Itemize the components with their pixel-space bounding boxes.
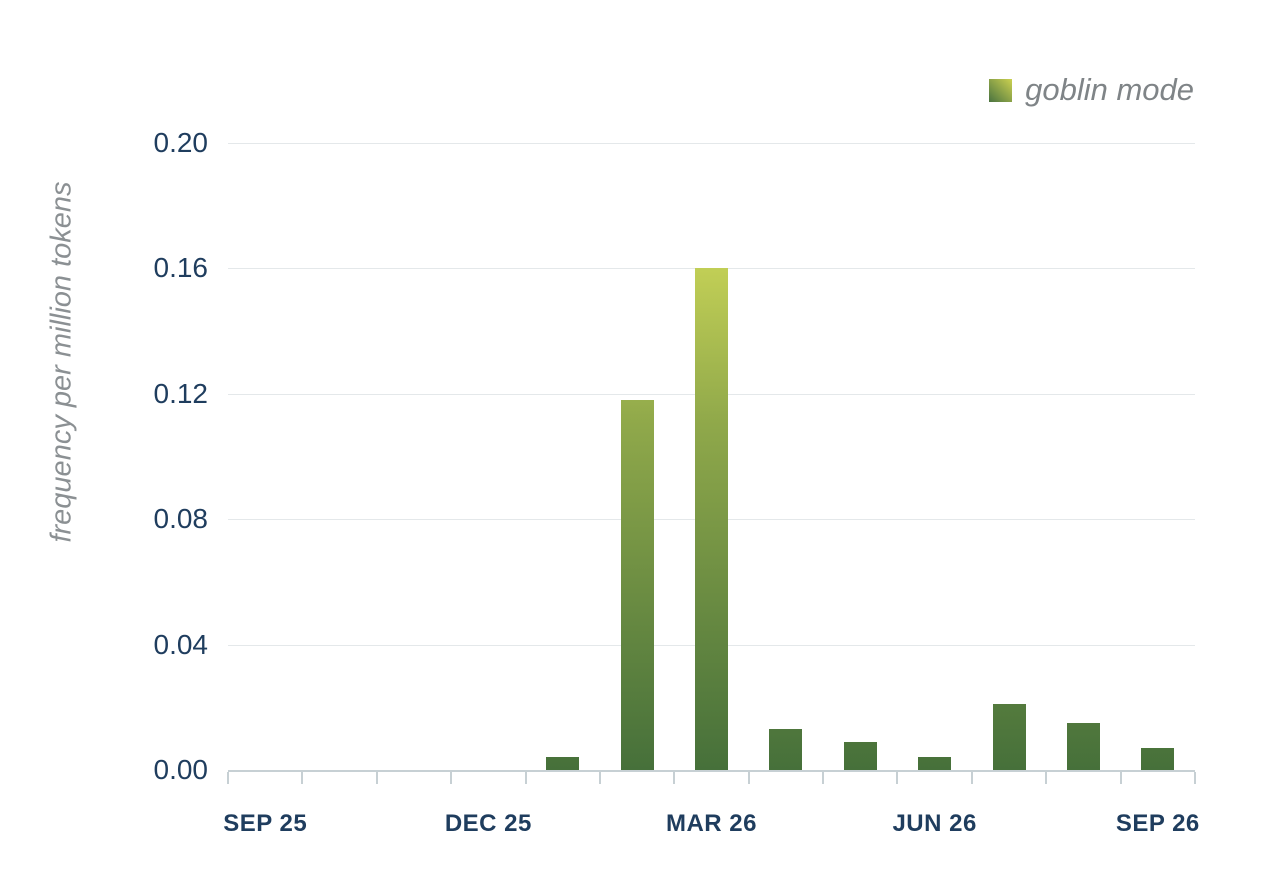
bar-jan-26: [546, 757, 580, 770]
x-axis-tick: [1119, 772, 1122, 784]
x-axis-tick: [822, 772, 825, 784]
x-axis-tick: [896, 772, 899, 784]
x-axis-tick: [673, 772, 676, 784]
x-axis-tick: [598, 772, 601, 784]
bar-feb-26: [620, 400, 654, 770]
y-tick-label: 0.12: [153, 377, 209, 409]
y-tick-label: 0.08: [153, 503, 209, 535]
x-axis-tick: [970, 772, 973, 784]
bar-apr-26: [769, 729, 803, 770]
x-axis-tick: [1045, 772, 1048, 784]
bar-jun-26: [918, 757, 952, 770]
y-tick-label: 0.00: [153, 754, 209, 785]
x-axis-tick: [747, 772, 750, 784]
x-axis-tick: [375, 772, 378, 784]
x-axis-tick: [450, 772, 453, 784]
x-tick-label: SEP 26: [1115, 810, 1200, 837]
y-tick-label: 0.16: [153, 252, 209, 284]
bar-sep-26: [1141, 748, 1175, 770]
x-tick-label: SEP 25: [223, 810, 308, 837]
x-axis-tick: [1194, 772, 1196, 784]
bar-may-26: [843, 742, 877, 770]
x-tick-label: DEC 25: [444, 810, 532, 837]
x-axis-tick: [524, 772, 527, 784]
x-axis-tick: [301, 772, 304, 784]
x-tick-label: JUN 26: [892, 810, 977, 837]
legend-swatch-icon: [989, 78, 1013, 102]
x-tick-label: MAR 26: [665, 810, 758, 837]
legend-label: goblin mode: [1025, 72, 1194, 107]
y-axis-title: frequency per million tokens: [45, 181, 78, 543]
bar-mar-26: [695, 268, 728, 770]
gridline: [228, 143, 1195, 144]
legend: goblin mode: [989, 72, 1194, 108]
bar-jul-26: [992, 704, 1026, 770]
x-axis-tick: [227, 772, 229, 784]
y-tick-label: 0.04: [153, 628, 209, 660]
bar-aug-26: [1066, 723, 1100, 770]
y-tick-label: 0.20: [153, 127, 209, 158]
plot-area: 0.20 0.16 0.12 0.08 0.04 0.00 SEP 25 DEC 25 MAR …: [154, 127, 1200, 837]
